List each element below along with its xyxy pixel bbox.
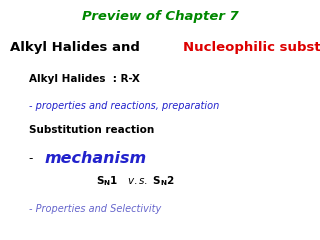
Text: Preview of Chapter 7: Preview of Chapter 7 <box>82 10 238 23</box>
Text: - properties and reactions, preparation: - properties and reactions, preparation <box>29 101 219 111</box>
Text: -: - <box>29 152 41 165</box>
Text: $\mathbf{S_N}$$\mathbf{1}$   $\mathit{v.s.}$ $\mathbf{S_N}$$\mathbf{2}$: $\mathbf{S_N}$$\mathbf{1}$ $\mathit{v.s.… <box>96 174 175 188</box>
Text: mechanism: mechanism <box>44 151 146 166</box>
Text: Substitution reaction: Substitution reaction <box>29 125 154 135</box>
Text: Alkyl Halides  : R-X: Alkyl Halides : R-X <box>29 74 140 84</box>
Text: Alkyl Halides and: Alkyl Halides and <box>10 42 144 54</box>
Text: Nucleophilic substitution: Nucleophilic substitution <box>183 42 320 54</box>
Text: - Properties and Selectivity: - Properties and Selectivity <box>29 204 161 214</box>
